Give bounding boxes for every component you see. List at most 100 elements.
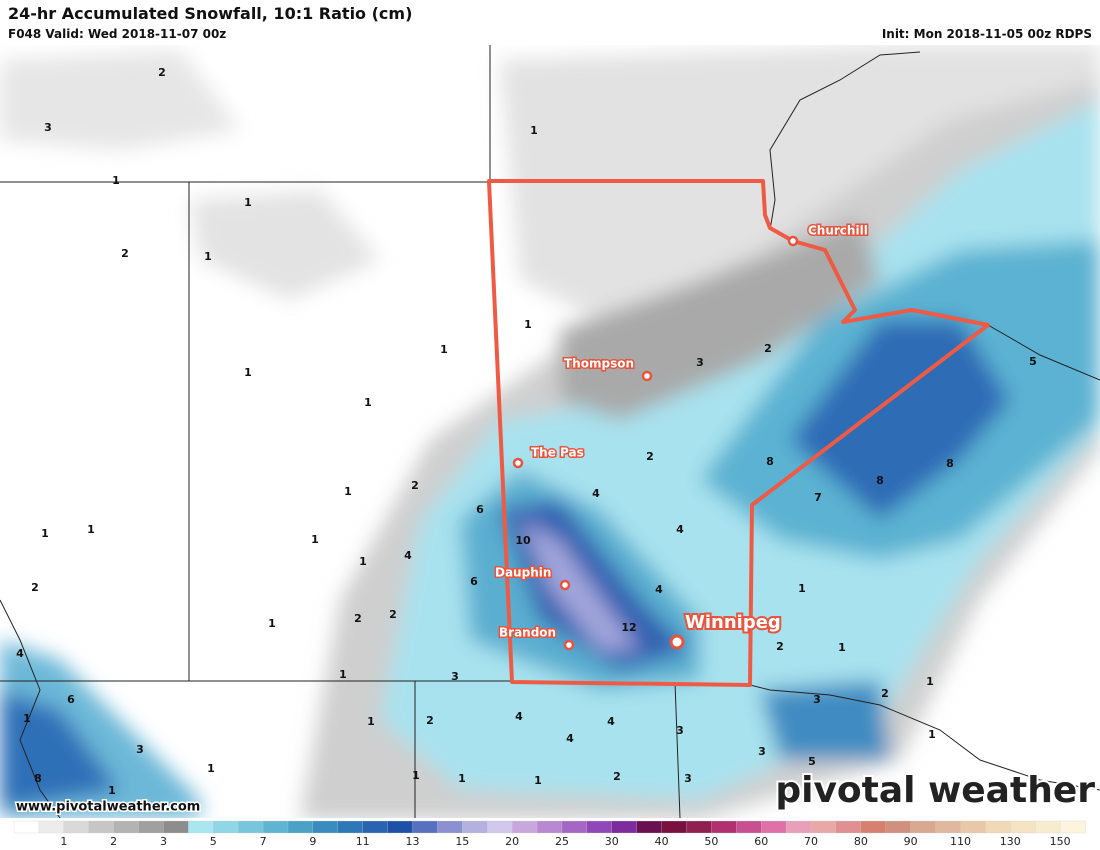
snow-amount-label: 1 <box>41 527 49 540</box>
snow-amount-label: 1 <box>530 124 538 137</box>
colorbar-label: 3 <box>160 835 167 848</box>
colorbar-label: 70 <box>804 835 818 848</box>
snow-amount-label: 4 <box>16 647 24 660</box>
colorbar-cell <box>113 820 140 834</box>
snow-amount-label: 2 <box>121 247 129 260</box>
snow-amount-label: 4 <box>592 487 600 500</box>
valid-time: F048 Valid: Wed 2018-11-07 00z <box>8 27 227 41</box>
colorbar-label: 11 <box>356 835 370 848</box>
snow-amount-label: 1 <box>344 485 352 498</box>
colorbar-label: 130 <box>1000 835 1021 848</box>
watermark: www.pivotalweather.com <box>16 800 200 815</box>
colorbar-cell <box>337 820 364 834</box>
city-label: Winnipeg <box>685 612 781 633</box>
colorbar-label: 1 <box>60 835 67 848</box>
colorbar-label: 5 <box>210 835 217 848</box>
colorbar-cell <box>785 820 812 834</box>
colorbar-cell <box>835 820 862 834</box>
snow-amount-label: 3 <box>758 745 766 758</box>
snow-amount-label: 8 <box>34 772 42 785</box>
snow-amount-label: 1 <box>534 774 542 787</box>
snow-field <box>0 45 1100 818</box>
snow-amount-label: 2 <box>613 770 621 783</box>
snow-amount-label: 3 <box>676 724 684 737</box>
snow-amount-label: 1 <box>311 533 319 546</box>
snow-amount-label: 2 <box>426 714 434 727</box>
snow-amount-label: 4 <box>676 523 684 536</box>
snow-amount-label: 1 <box>339 668 347 681</box>
colorbar-cell <box>536 820 563 834</box>
colorbar-label: 20 <box>505 835 519 848</box>
colorbar-cell <box>686 820 713 834</box>
snow-amount-label: 3 <box>451 670 459 683</box>
snow-amount-label: 2 <box>31 581 39 594</box>
snow-amount-label: 1 <box>204 250 212 263</box>
colorbar-cell <box>561 820 588 834</box>
snow-amount-label: 2 <box>776 640 784 653</box>
colorbar-label: 9 <box>309 835 316 848</box>
snow-amount-label: 1 <box>524 318 532 331</box>
snow-amount-label: 1 <box>87 523 95 536</box>
snow-amount-label: 1 <box>798 582 806 595</box>
snow-amount-label: 1 <box>367 715 375 728</box>
snow-amount-label: 2 <box>354 612 362 625</box>
snow-amount-label: 1 <box>359 555 367 568</box>
colorbar-cell <box>312 820 339 834</box>
colorbar-cell <box>736 820 762 834</box>
city-dot <box>787 235 799 247</box>
colorbar-cell <box>910 820 937 834</box>
snow-amount-label: 6 <box>67 693 75 706</box>
snow-amount-label: 2 <box>764 342 772 355</box>
colorbar-label: 2 <box>110 835 117 848</box>
colorbar-cell <box>63 820 90 834</box>
snow-amount-label: 1 <box>23 712 31 725</box>
city-dot <box>512 457 524 469</box>
colorbar-cell <box>511 820 538 834</box>
snow-amount-label: 4 <box>515 710 523 723</box>
colorbar-cell <box>661 820 688 834</box>
snow-amount-label: 10 <box>515 534 531 547</box>
map-title: 24-hr Accumulated Snowfall, 10:1 Ratio (… <box>8 4 413 23</box>
city-label: The Pas <box>531 446 584 460</box>
city-dot <box>563 639 575 651</box>
snow-amount-label: 1 <box>364 396 372 409</box>
colorbar-cell <box>611 820 638 834</box>
colorbar-cell <box>1035 820 1061 834</box>
colorbar-cell <box>636 820 663 834</box>
snow-amount-label: 6 <box>470 575 478 588</box>
snow-amount-label: 1 <box>440 343 448 356</box>
colorbar-cell <box>188 820 214 834</box>
snow-amount-label: 4 <box>655 583 663 596</box>
colorbar-cell <box>487 820 513 834</box>
colorbar-label: 50 <box>704 835 718 848</box>
colorbar-label: 7 <box>260 835 267 848</box>
snow-amount-label: 1 <box>244 366 252 379</box>
city-label: Brandon <box>499 626 556 640</box>
colorbar-cell <box>586 820 613 834</box>
colorbar-cell <box>885 820 912 834</box>
city-label: Thompson <box>564 357 634 371</box>
snow-amount-label: 4 <box>404 549 412 562</box>
colorbar-cell <box>860 820 887 834</box>
snow-amount-label: 8 <box>946 457 954 470</box>
colorbar-cell <box>985 820 1011 834</box>
snow-amount-label: 6 <box>476 503 484 516</box>
colorbar-cell <box>437 820 463 834</box>
colorbar-cell <box>262 820 289 834</box>
city-label: Dauphin <box>495 566 551 580</box>
colorbar-cell <box>138 820 165 834</box>
snow-amount-label: 7 <box>814 491 822 504</box>
snow-amount-label: 1 <box>838 641 846 654</box>
colorbar-cell <box>462 820 488 834</box>
snow-amount-label: 1 <box>108 784 116 797</box>
colorbar-label: 110 <box>950 835 971 848</box>
colorbar-cell <box>238 820 264 834</box>
colorbar-label: 90 <box>904 835 918 848</box>
colorbar-cell <box>1010 820 1036 834</box>
snow-amount-label: 4 <box>566 732 574 745</box>
snow-amount-label: 2 <box>411 479 419 492</box>
snow-amount-label: 1 <box>458 772 466 785</box>
snow-amount-label: 3 <box>44 121 52 134</box>
